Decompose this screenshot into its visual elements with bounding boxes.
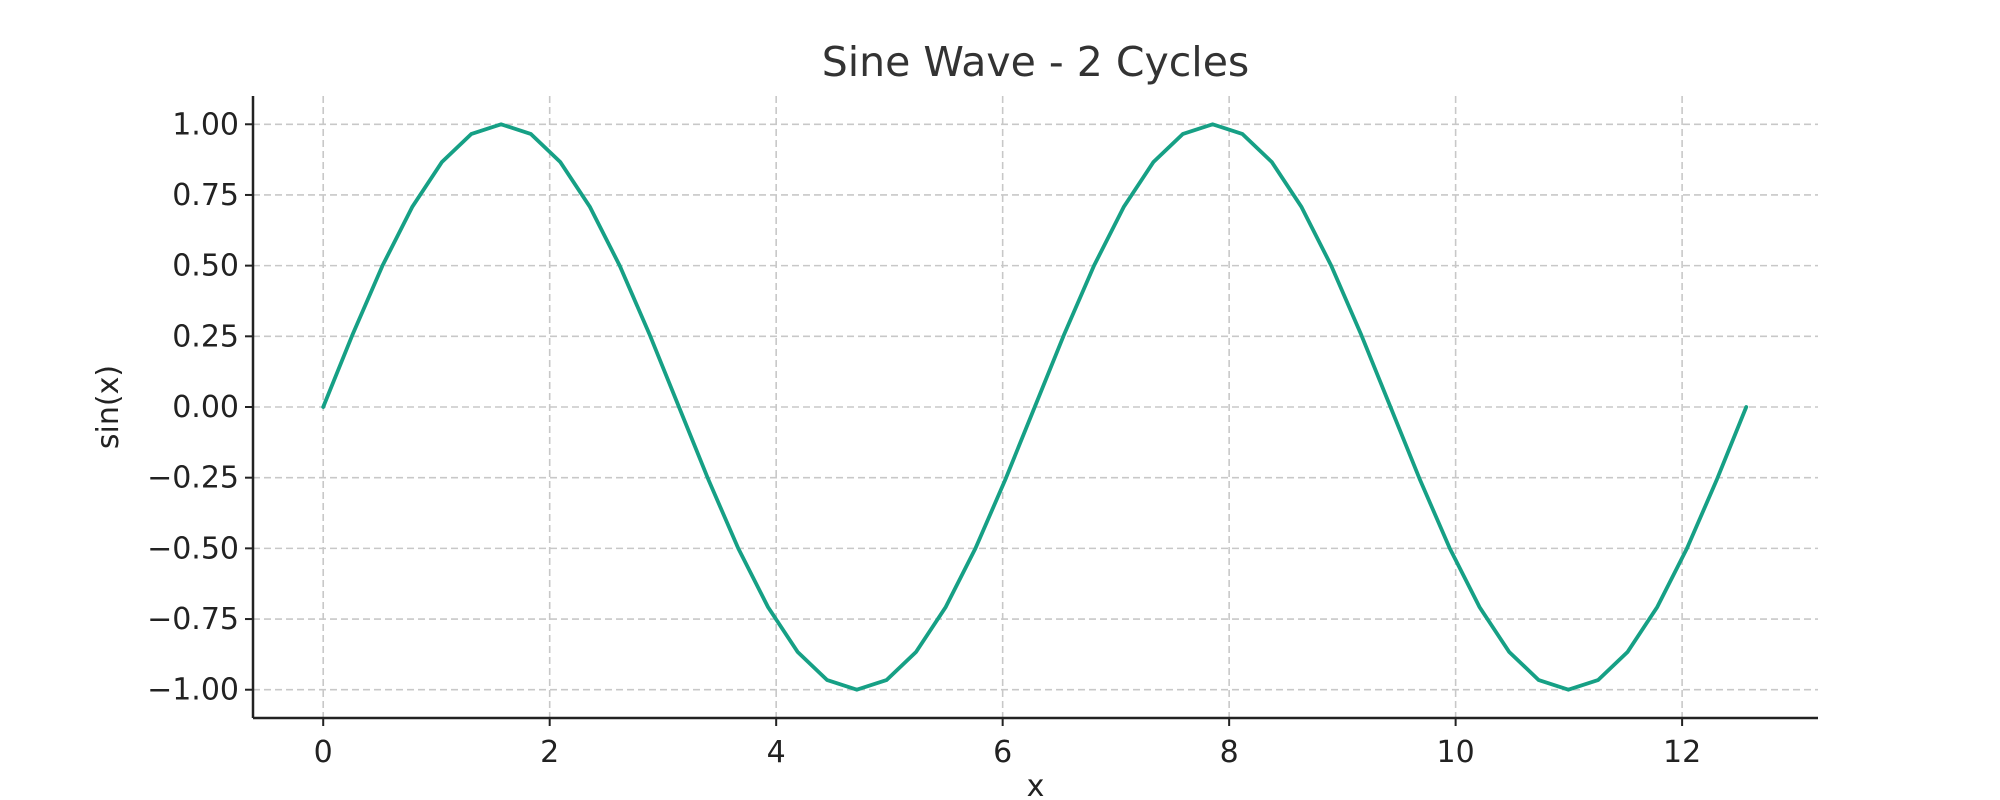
chart-title: Sine Wave - 2 Cycles <box>822 38 1250 86</box>
x-tick-label: 6 <box>993 735 1012 770</box>
y-tick-label: 0.75 <box>172 178 239 213</box>
x-ticks: 0 2 4 6 8 10 12 <box>314 718 1701 770</box>
y-tick-label: −0.50 <box>147 531 239 566</box>
y-tick-label: −0.75 <box>147 602 239 637</box>
x-tick-label: 0 <box>314 735 333 770</box>
series-group <box>321 122 1749 692</box>
y-axis-label: sin(x) <box>91 365 126 449</box>
series-line <box>321 122 1749 692</box>
x-axis-label: x <box>1027 769 1045 800</box>
y-tick-label: 0.25 <box>172 319 239 354</box>
y-tick-label: 1.00 <box>172 107 239 142</box>
y-ticks: 1.00 0.75 0.50 0.25 0.00 −0.25 −0.50 −0.75 −1.00 <box>147 107 253 708</box>
y-tick-label: 0.50 <box>172 249 239 284</box>
x-tick-label: 8 <box>1220 735 1239 770</box>
y-tick-label: −1.00 <box>147 673 239 708</box>
x-tick-label: 12 <box>1663 735 1701 770</box>
x-tick-label: 4 <box>767 735 786 770</box>
x-tick-label: 2 <box>540 735 559 770</box>
x-tick-label: 10 <box>1437 735 1475 770</box>
y-tick-label: −0.25 <box>147 461 239 496</box>
y-tick-label: 0.00 <box>172 390 239 425</box>
